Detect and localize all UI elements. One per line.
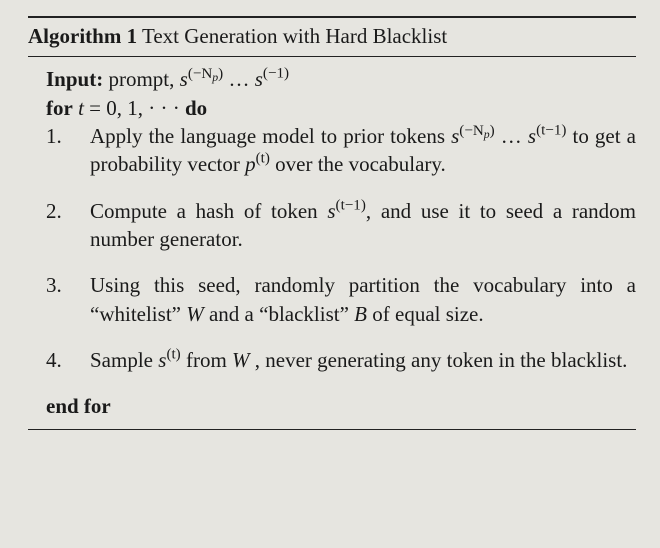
step-text: Compute a hash of token s(t−1), and use … [90, 197, 636, 254]
for-var: t [73, 96, 89, 120]
for-line: for t = 0, 1, · · · do [28, 94, 636, 122]
step-number: 4. [46, 346, 90, 374]
input-seq-a: s [180, 67, 188, 91]
step-text: Sample s(t) from W , never generating an… [90, 346, 636, 374]
algorithm-title-text: Text Generation with Hard Blacklist [142, 24, 447, 48]
end-for-line: end for [28, 392, 636, 420]
p: p [245, 152, 256, 176]
t2: from [181, 348, 232, 372]
input-label: Input: [46, 67, 103, 91]
algorithm-number: Algorithm 1 [28, 24, 137, 48]
step-3: 3. Using this seed, randomly partition t… [28, 271, 636, 328]
t1: Sample [90, 348, 158, 372]
input-sup-a: (−N [188, 66, 212, 82]
t1: Apply the language model to prior tokens [90, 124, 451, 148]
rule-top [28, 16, 636, 18]
W: W [186, 302, 204, 326]
input-line: Input: prompt, s(−Np) … s(−1) [28, 65, 636, 93]
input-prompt-text: prompt, [108, 67, 179, 91]
sup: (t) [166, 347, 180, 363]
p-sup: (t) [256, 151, 270, 167]
input-sup-b: (−1) [263, 66, 289, 82]
rule-bottom [28, 429, 636, 430]
step-text: Using this seed, randomly partition the … [90, 271, 636, 328]
step-number: 2. [46, 197, 90, 225]
step-number: 3. [46, 271, 90, 299]
B: B [354, 302, 367, 326]
t3: , never generating any token in the blac… [250, 348, 628, 372]
W: W [232, 348, 250, 372]
sup: (t−1) [336, 197, 366, 213]
t2: and a “blacklist” [204, 302, 354, 326]
for-eq: = 0, 1, · · · [89, 96, 185, 120]
t3: over the vocabulary. [270, 152, 446, 176]
input-dots: … [223, 67, 255, 91]
input-seq-b: s [255, 67, 263, 91]
step-text: Apply the language model to prior tokens… [90, 122, 636, 179]
do-label: do [185, 96, 207, 120]
t1: Compute a hash of token [90, 199, 327, 223]
end-for: end for [46, 394, 111, 418]
seq: s [327, 199, 335, 223]
algorithm-title: Algorithm 1 Text Generation with Hard Bl… [28, 20, 636, 52]
algorithm-block: Algorithm 1 Text Generation with Hard Bl… [0, 0, 660, 548]
step-4: 4. Sample s(t) from W , never generating… [28, 346, 636, 374]
sup-b: (t−1) [536, 123, 566, 139]
for-label: for [46, 96, 73, 120]
seq-b: s [528, 124, 536, 148]
step-2: 2. Compute a hash of token s(t−1), and u… [28, 197, 636, 254]
t3: of equal size. [367, 302, 484, 326]
dots: … [495, 124, 528, 148]
sup-a: (−N [459, 123, 483, 139]
rule-mid [28, 56, 636, 57]
step-number: 1. [46, 122, 90, 150]
step-1: 1. Apply the language model to prior tok… [28, 122, 636, 179]
